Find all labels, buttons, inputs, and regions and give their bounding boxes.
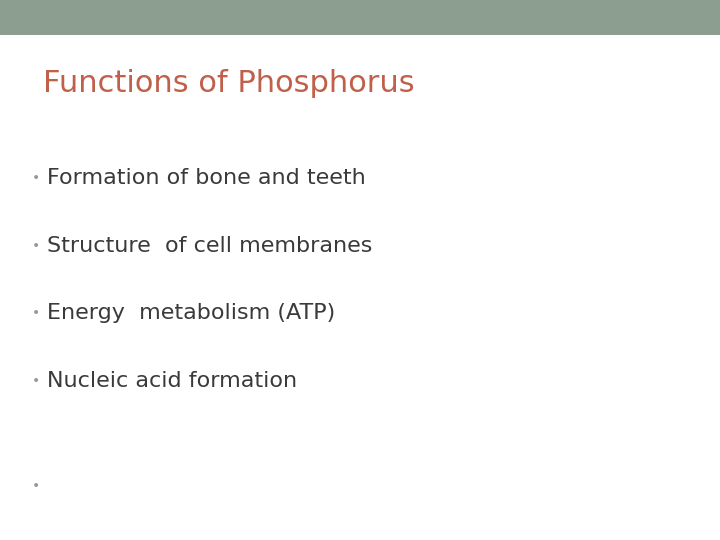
Bar: [0, 0, 720, 35]
Text: •: •: [32, 479, 40, 493]
Text: Structure  of cell membranes: Structure of cell membranes: [47, 235, 372, 256]
Text: Energy  metabolism (ATP): Energy metabolism (ATP): [47, 303, 335, 323]
Text: Nucleic acid formation: Nucleic acid formation: [47, 370, 297, 391]
Text: •: •: [32, 171, 40, 185]
Text: •: •: [32, 239, 40, 253]
Text: •: •: [32, 374, 40, 388]
Text: Formation of bone and teeth: Formation of bone and teeth: [47, 168, 366, 188]
Text: Functions of Phosphorus: Functions of Phosphorus: [43, 69, 415, 98]
Text: •: •: [32, 306, 40, 320]
